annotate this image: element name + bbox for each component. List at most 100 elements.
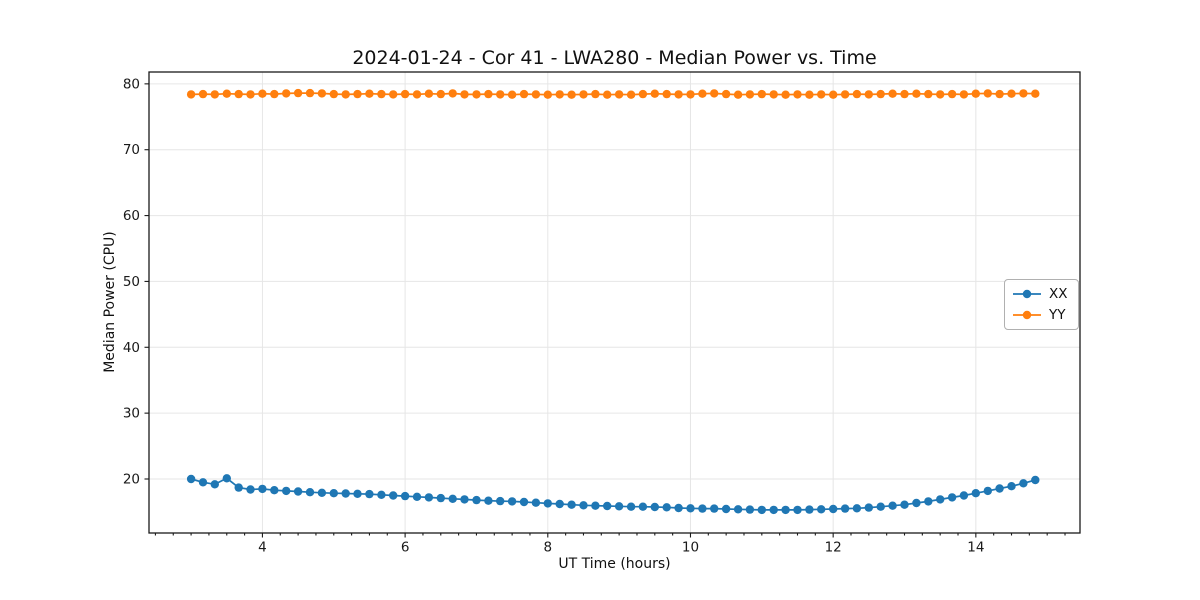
data-point [484,496,493,505]
data-point [817,90,826,99]
data-point [959,90,969,99]
data-point [198,89,208,99]
data-point [793,90,802,99]
data-point [579,90,588,99]
data-point [721,504,731,514]
tick-labels: 4 6 8 10 12 14 20 30 40 50 60 70 80 [123,76,985,555]
data-point [555,499,564,509]
data-point [412,90,422,99]
data-point [186,90,196,99]
data-point [400,89,410,99]
data-point [531,90,541,99]
data-point [710,504,719,513]
data-point [234,89,243,99]
data-point [769,90,778,99]
data-point [662,503,671,512]
data-point [900,89,909,99]
legend-item-xx: XX [1012,284,1068,304]
data-point [579,501,588,510]
data-point [329,89,338,99]
data-point [983,486,992,496]
gridlines [149,72,1080,533]
data-point [293,88,303,98]
data-point [436,89,445,99]
data-point [377,89,386,99]
data-point [210,480,219,489]
data-point [912,89,921,98]
data-point [246,90,255,99]
data-point [353,489,362,498]
data-point [829,504,838,514]
data-point [246,485,255,494]
data-point [733,90,743,99]
data-point [543,90,552,99]
data-point [781,505,790,515]
data-point [519,497,529,507]
x-axis-label: UT Time (hours) [558,556,671,572]
data-point [1007,482,1016,491]
data-point [436,493,445,503]
data-point [472,90,481,99]
data-point [1031,89,1040,98]
data-point [460,90,469,99]
data-point [400,491,410,501]
data-point [531,498,541,507]
data-point [947,89,957,99]
data-point [876,502,885,511]
data-point [614,502,624,511]
data-point [448,494,457,503]
data-point [900,500,909,509]
data-point [186,474,196,484]
data-point [507,90,517,99]
data-point [769,505,778,515]
data-point [424,89,434,98]
data-point [543,499,552,508]
data-point [710,89,719,98]
data-point [591,89,600,99]
data-point [1019,479,1028,488]
data-point [270,89,279,99]
data-point [341,489,350,498]
data-point [234,483,243,492]
data-point [638,89,648,99]
data-point [305,488,315,497]
data-point [829,90,838,99]
svg-text:60: 60 [123,208,140,224]
data-point [341,90,350,99]
data-point [484,89,493,99]
data-point [1031,475,1040,485]
data-point [638,502,648,511]
svg-text:50: 50 [123,274,140,290]
data-point [389,491,398,500]
data-point [650,89,659,98]
data-point [864,503,873,512]
data-point [947,493,957,502]
data-point [389,90,398,99]
svg-text:70: 70 [123,142,140,158]
data-point [282,89,291,98]
legend-label-xx: XX [1049,286,1068,302]
data-point [329,489,338,498]
data-point [745,505,755,514]
data-point [924,89,933,99]
data-point [888,89,897,98]
svg-text:4: 4 [258,540,267,556]
data-point [496,90,505,99]
svg-text:80: 80 [123,76,140,92]
data-point [840,90,850,99]
data-point [781,90,790,99]
svg-text:12: 12 [825,540,842,556]
data-point [662,89,671,99]
svg-text:30: 30 [123,406,140,422]
data-point [757,505,766,515]
data-point [721,89,731,99]
data-point [496,496,505,506]
data-point [852,89,862,99]
svg-text:10: 10 [682,540,699,556]
data-point [686,504,695,513]
legend-swatch-xx-icon [1013,289,1041,299]
data-point [305,88,315,98]
data-point [555,90,564,99]
